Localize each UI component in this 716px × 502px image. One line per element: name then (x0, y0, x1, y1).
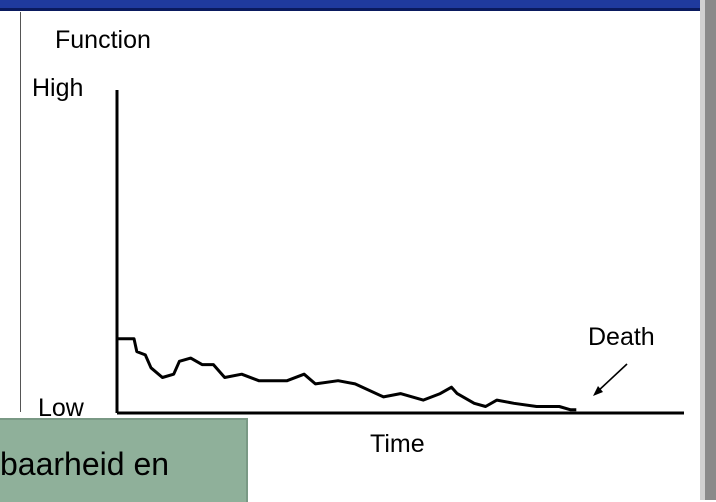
slide-left-border (20, 12, 21, 412)
caption-box (0, 418, 248, 502)
caption-text: baarheid en (0, 446, 170, 482)
x-axis-label: Time (370, 430, 425, 458)
slide-right-edge (700, 0, 705, 500)
slide-top-bar (0, 0, 700, 11)
death-arrow-head (593, 386, 603, 396)
death-annotation: Death (588, 323, 655, 351)
slide-right-shadow (705, 0, 716, 500)
y-axis-label: Function (55, 26, 151, 54)
y-tick-label-high: High (32, 74, 84, 102)
death-arrow-shaft (596, 363, 628, 393)
series-line (117, 337, 577, 412)
y-tick-label-low: Low (38, 394, 84, 422)
